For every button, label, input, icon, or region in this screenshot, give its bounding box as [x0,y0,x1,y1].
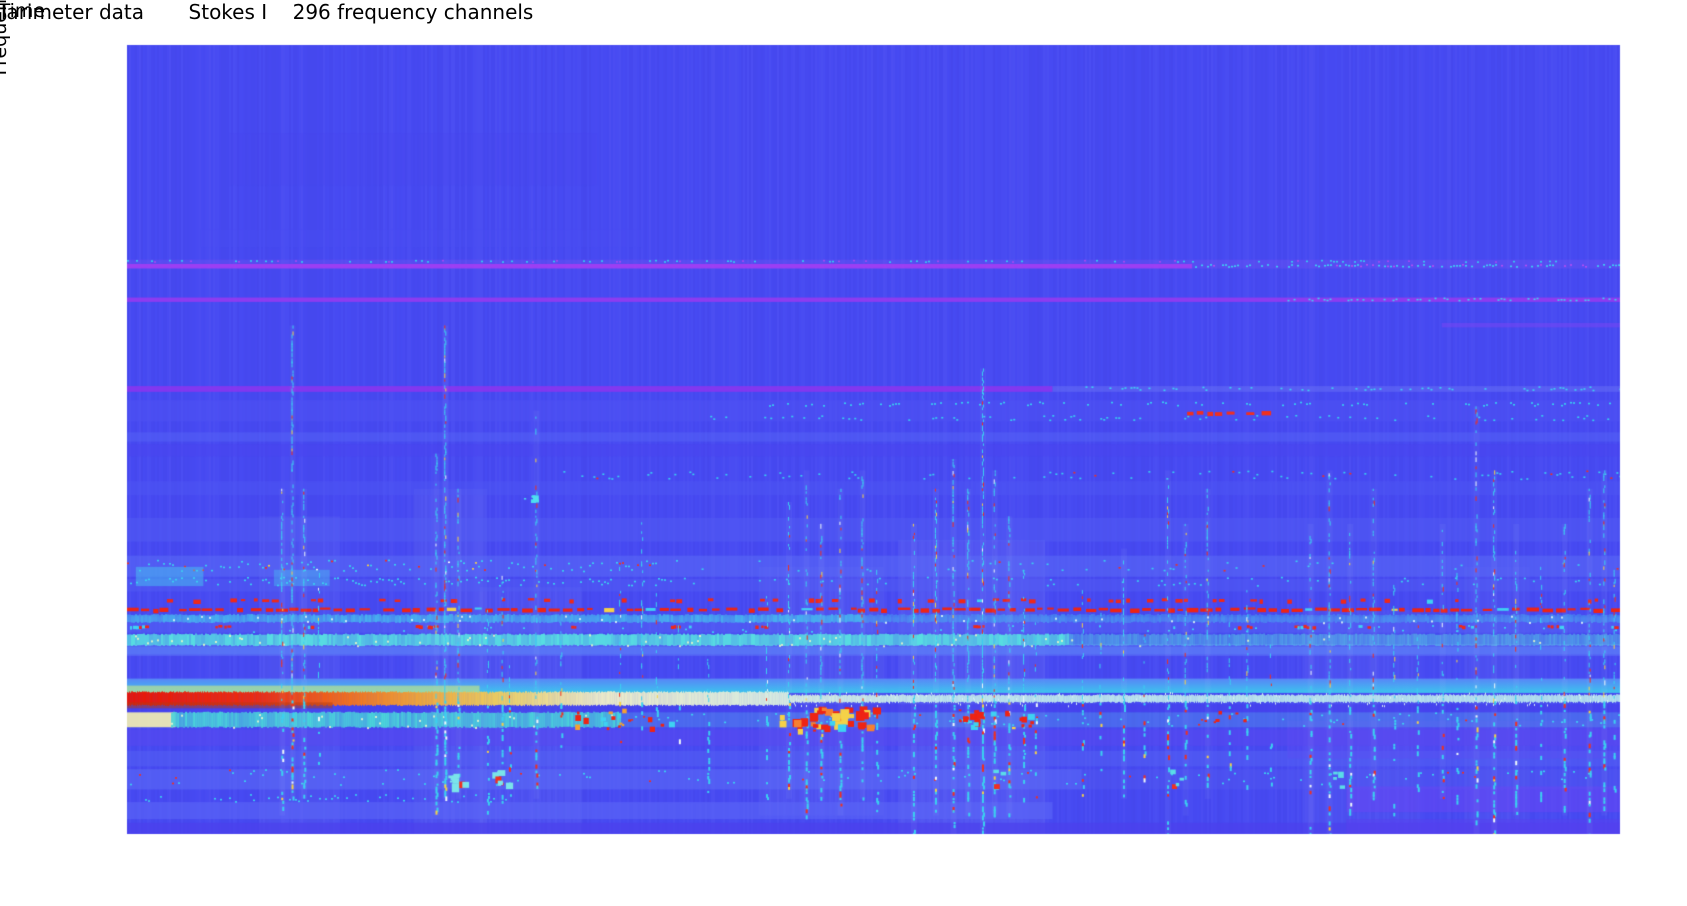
x-axis-label: UTC Time [0,0,46,22]
y-axis-label: Frequency, MHz [0,0,11,76]
plot-title: 2025-07-30 SOLARSPEL 50-3000 MHz spectro… [0,0,534,24]
